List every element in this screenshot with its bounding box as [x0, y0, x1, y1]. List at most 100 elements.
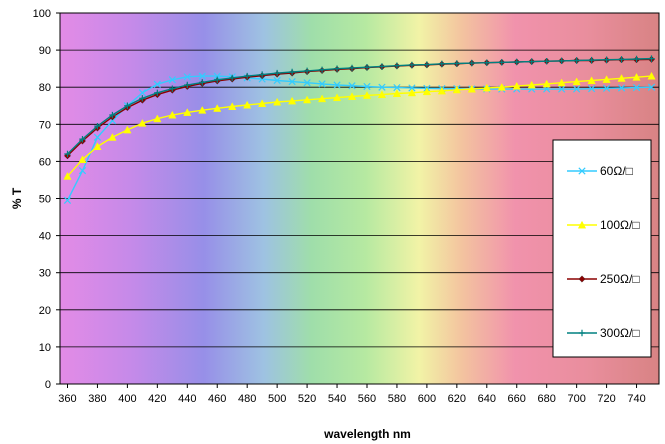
x-tick-label: 520	[298, 393, 316, 405]
data-point	[647, 71, 656, 80]
data-point	[393, 83, 401, 92]
data-point	[258, 71, 266, 78]
x-tick-label: 740	[627, 393, 645, 405]
x-tick-label: 360	[58, 393, 76, 405]
legend-box	[552, 139, 652, 358]
y-tick-label: 0	[45, 379, 51, 391]
data-point	[378, 63, 386, 70]
data-point	[408, 84, 416, 92]
data-point	[512, 81, 521, 90]
data-point	[199, 79, 206, 86]
data-point	[362, 91, 372, 99]
data-point	[408, 61, 416, 69]
data-point	[123, 125, 132, 134]
data-point	[647, 83, 656, 91]
data-point	[498, 59, 505, 66]
x-tick-label: 620	[448, 393, 466, 405]
data-point	[617, 84, 626, 92]
data-point	[243, 72, 251, 80]
data-point	[154, 89, 161, 96]
x-tick-label: 560	[358, 393, 376, 405]
data-point	[378, 83, 386, 91]
data-point	[288, 78, 296, 86]
data-point	[243, 100, 252, 109]
data-point	[302, 95, 312, 104]
data-point	[228, 102, 237, 110]
y-tick-label: 20	[39, 305, 51, 317]
data-point	[64, 150, 71, 158]
data-point	[93, 133, 102, 141]
x-tick-label: 640	[478, 393, 496, 405]
data-point	[124, 102, 131, 109]
x-ticks: 360 380 400 420 440 460 480 500 520 540 560 580 600 6…	[58, 384, 646, 405]
x-tick-label: 680	[538, 393, 556, 405]
x-tick-label: 480	[238, 393, 256, 405]
data-point	[528, 58, 535, 65]
legend-label: 100Ω/□	[600, 218, 640, 232]
legend-label: 60Ω/□	[600, 164, 633, 178]
data-point	[542, 79, 551, 88]
data-point	[588, 56, 595, 64]
data-point	[632, 83, 641, 92]
legend-swatch-marker	[578, 167, 586, 175]
series-3	[64, 55, 655, 158]
y-ticks: 0 10 20 30 40 50 60 70 80 90 100	[33, 8, 60, 391]
data-point	[138, 89, 146, 97]
data-point	[348, 64, 356, 72]
legend-swatch-marker	[577, 220, 587, 229]
data-point	[393, 62, 401, 69]
data-point	[497, 82, 506, 91]
data-point	[573, 85, 581, 93]
data-point	[198, 105, 207, 114]
y-axis-title: % T	[10, 187, 24, 209]
data-point	[558, 57, 565, 65]
data-point	[392, 89, 402, 97]
data-point	[273, 69, 281, 77]
data-point	[153, 114, 162, 123]
legend-swatch-marker	[578, 275, 586, 283]
data-point	[407, 88, 417, 97]
data-point	[63, 196, 72, 204]
data-point	[422, 87, 432, 96]
data-point	[213, 104, 222, 112]
y-tick-label: 100	[33, 8, 51, 20]
data-point	[603, 56, 610, 63]
data-point	[587, 76, 596, 84]
y-tick-label: 30	[39, 268, 51, 280]
data-point	[94, 122, 101, 130]
data-point	[63, 172, 72, 180]
data-point	[423, 61, 431, 68]
x-tick-label: 440	[178, 393, 196, 405]
y-tick-label: 80	[39, 82, 51, 94]
data-point	[587, 85, 596, 93]
data-point	[377, 90, 387, 99]
data-point	[288, 68, 296, 76]
data-point	[572, 77, 581, 86]
y-tick-label: 10	[39, 342, 51, 354]
data-point	[633, 55, 640, 63]
x-tick-label: 540	[328, 393, 346, 405]
series-line	[66, 75, 652, 177]
data-point	[318, 66, 326, 73]
data-point	[632, 72, 641, 81]
data-point	[333, 65, 341, 72]
data-point	[273, 76, 281, 85]
data-point	[183, 73, 191, 81]
data-point	[214, 76, 221, 83]
data-point	[527, 80, 536, 89]
data-point	[438, 60, 446, 68]
data-point	[213, 72, 221, 80]
data-point	[557, 78, 566, 87]
data-point	[467, 84, 476, 93]
legend-label: 300Ω/□	[600, 326, 640, 340]
x-tick-label: 380	[88, 393, 106, 405]
data-point	[318, 80, 326, 88]
data-point	[602, 75, 611, 83]
data-point	[198, 72, 206, 80]
data-point	[543, 58, 550, 65]
data-point	[139, 95, 146, 102]
data-point	[482, 83, 491, 92]
data-point	[108, 133, 117, 141]
data-point	[333, 81, 341, 89]
data-point	[93, 142, 102, 151]
